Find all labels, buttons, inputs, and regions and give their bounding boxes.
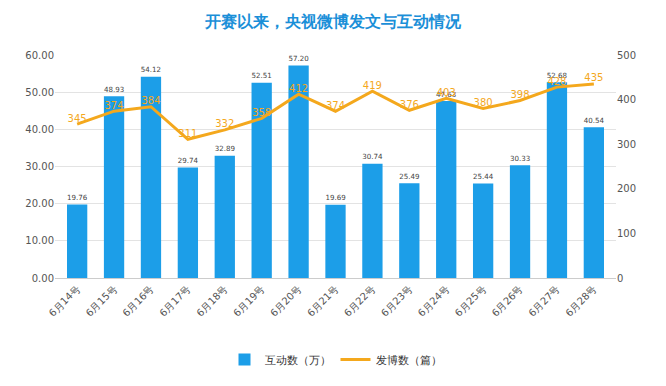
svg-text:500: 500 — [617, 50, 636, 61]
svg-text:403: 403 — [437, 87, 456, 98]
svg-text:60.00: 60.00 — [25, 50, 54, 61]
svg-text:6月28号: 6月28号 — [563, 283, 598, 318]
svg-text:10.00: 10.00 — [25, 235, 54, 246]
svg-text:374: 374 — [326, 100, 345, 111]
svg-text:50.00: 50.00 — [25, 87, 54, 98]
svg-text:54.12: 54.12 — [141, 65, 161, 74]
svg-text:19.69: 19.69 — [325, 193, 345, 202]
svg-text:40.54: 40.54 — [584, 116, 605, 125]
svg-text:358: 358 — [252, 107, 271, 118]
svg-text:57.20: 57.20 — [288, 54, 309, 63]
svg-text:412: 412 — [289, 83, 308, 94]
svg-text:32.89: 32.89 — [215, 144, 235, 153]
svg-text:6月26号: 6月26号 — [490, 283, 525, 318]
svg-text:52.51: 52.51 — [252, 71, 272, 80]
svg-text:发博数（篇）: 发博数（篇） — [376, 354, 442, 367]
svg-text:6月23号: 6月23号 — [379, 283, 414, 318]
svg-text:6月15号: 6月15号 — [84, 283, 119, 318]
svg-text:6月21号: 6月21号 — [305, 283, 340, 318]
svg-text:6月16号: 6月16号 — [120, 283, 155, 318]
svg-text:互动数（万）: 互动数（万） — [265, 354, 331, 367]
svg-text:345: 345 — [68, 113, 87, 124]
svg-text:200: 200 — [617, 183, 636, 194]
svg-text:380: 380 — [474, 97, 493, 108]
svg-text:25.49: 25.49 — [399, 172, 419, 181]
svg-text:30.74: 30.74 — [362, 152, 383, 161]
svg-text:332: 332 — [215, 118, 234, 129]
svg-text:6月19号: 6月19号 — [231, 283, 266, 318]
svg-text:30.33: 30.33 — [510, 154, 530, 163]
svg-text:0: 0 — [617, 273, 623, 284]
svg-text:6月27号: 6月27号 — [526, 283, 561, 318]
svg-text:428: 428 — [547, 76, 566, 87]
svg-text:25.44: 25.44 — [473, 172, 494, 181]
svg-text:52.68: 52.68 — [547, 71, 568, 80]
svg-text:6月25号: 6月25号 — [453, 283, 488, 318]
svg-text:6月14号: 6月14号 — [47, 283, 82, 318]
svg-text:6月22号: 6月22号 — [342, 283, 377, 318]
svg-text:开赛以来，央视微博发文与互动情况: 开赛以来，央视微博发文与互动情况 — [204, 12, 462, 31]
svg-text:6月18号: 6月18号 — [194, 283, 229, 318]
svg-text:419: 419 — [363, 80, 382, 91]
svg-text:374: 374 — [105, 100, 124, 111]
svg-text:40.00: 40.00 — [25, 124, 54, 135]
svg-text:6月17号: 6月17号 — [157, 283, 192, 318]
svg-text:6月20号: 6月20号 — [268, 283, 303, 318]
svg-text:100: 100 — [617, 228, 636, 239]
svg-text:20.00: 20.00 — [25, 198, 54, 209]
svg-text:30.00: 30.00 — [25, 161, 54, 172]
svg-text:384: 384 — [141, 95, 160, 106]
svg-text:435: 435 — [584, 72, 603, 83]
svg-text:29.74: 29.74 — [178, 156, 199, 165]
svg-text:48.93: 48.93 — [104, 85, 124, 94]
svg-text:0.00: 0.00 — [32, 273, 54, 284]
svg-text:398: 398 — [510, 89, 529, 100]
svg-text:311: 311 — [178, 128, 197, 139]
svg-text:400: 400 — [617, 94, 636, 105]
svg-text:376: 376 — [400, 99, 419, 110]
svg-text:19.76: 19.76 — [67, 193, 88, 202]
svg-text:300: 300 — [617, 139, 636, 150]
svg-text:47.63: 47.63 — [436, 90, 456, 99]
svg-text:6月24号: 6月24号 — [416, 283, 451, 318]
